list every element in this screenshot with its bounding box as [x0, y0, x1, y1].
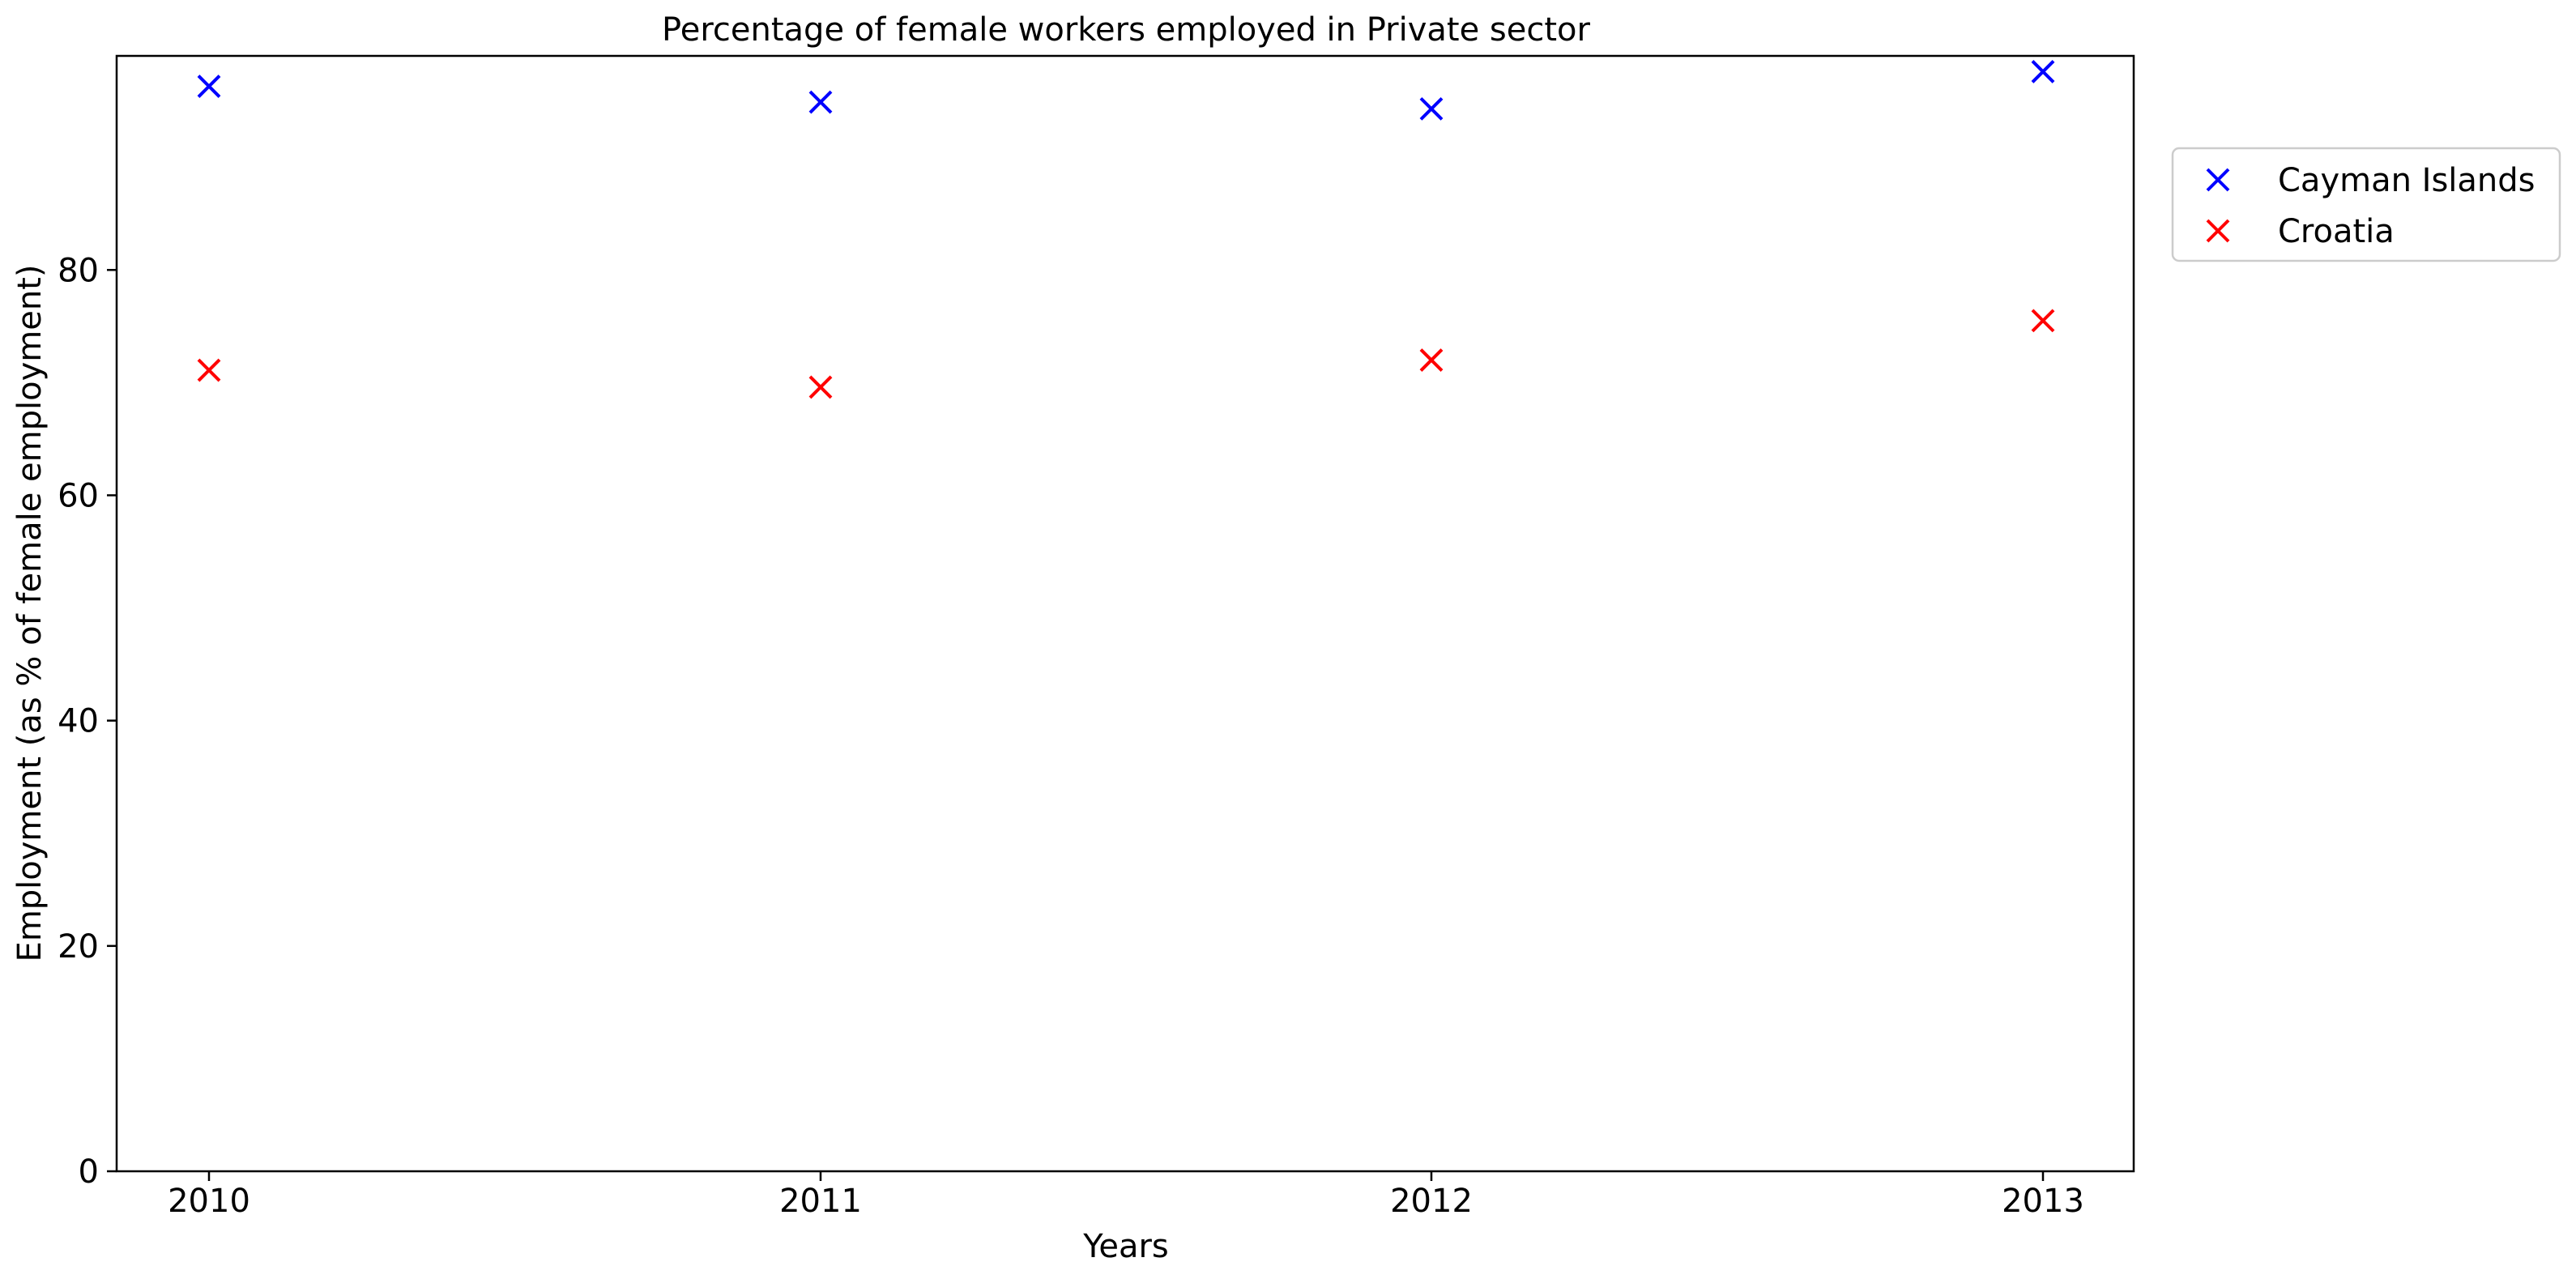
y-tick-label: 80 — [58, 252, 99, 289]
legend-box — [2171, 147, 2561, 262]
x-axis: 2010 2011 2012 2013 — [168, 1171, 2084, 1220]
legend-label: Croatia — [2278, 213, 2395, 250]
legend-label: Cayman Islands — [2278, 162, 2535, 199]
data-point — [1419, 348, 1444, 372]
legend-marker — [2206, 219, 2230, 243]
chart-title: Percentage of female workers employed in… — [662, 11, 1590, 49]
y-axis: 0 20 40 60 80 — [58, 252, 117, 1191]
x-tick-label: 2013 — [2002, 1183, 2084, 1220]
plot-area — [115, 54, 2135, 1173]
x-tick-label: 2010 — [168, 1183, 250, 1220]
y-tick-label: 0 — [79, 1153, 99, 1191]
data-point — [197, 75, 221, 98]
data-point — [2031, 309, 2055, 333]
y-axis-label: Employment (as % of female employment) — [11, 265, 49, 962]
x-tick-label: 2011 — [779, 1183, 862, 1220]
data-point — [197, 358, 221, 382]
data-point — [1419, 96, 1444, 121]
y-tick-label: 20 — [58, 928, 99, 966]
data-points — [197, 60, 2055, 399]
x-axis-label: Years — [1082, 1228, 1169, 1265]
data-point — [808, 90, 833, 114]
legend-marker — [2206, 168, 2230, 192]
y-tick-label: 40 — [58, 703, 99, 740]
data-point — [2031, 60, 2055, 83]
data-point — [808, 375, 833, 399]
y-tick-label: 60 — [58, 477, 99, 514]
legend: Cayman Islands Croatia — [2171, 147, 2561, 262]
x-tick-label: 2012 — [1390, 1183, 1473, 1220]
